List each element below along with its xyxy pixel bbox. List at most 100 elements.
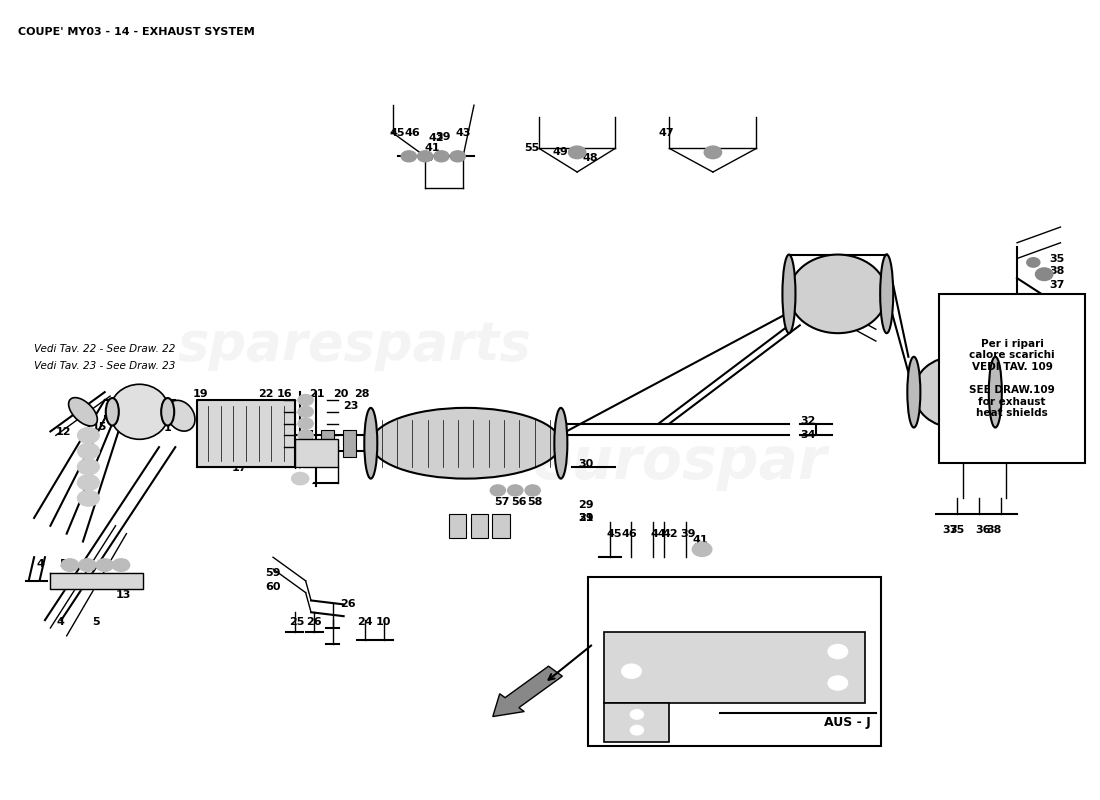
Ellipse shape: [782, 254, 795, 333]
Text: 37: 37: [942, 526, 957, 535]
Text: 32: 32: [801, 314, 816, 324]
Circle shape: [78, 558, 96, 571]
Text: 17: 17: [232, 462, 248, 473]
Text: 29: 29: [578, 513, 594, 523]
Ellipse shape: [106, 398, 119, 426]
Text: Vedi Tav. 23 - See Draw. 23: Vedi Tav. 23 - See Draw. 23: [34, 361, 176, 371]
Text: 29: 29: [578, 500, 594, 510]
Text: AUS - J: AUS - J: [824, 715, 870, 729]
Circle shape: [298, 418, 314, 429]
Circle shape: [621, 664, 641, 678]
Text: 37: 37: [1049, 280, 1065, 290]
Circle shape: [298, 394, 314, 406]
Text: 20: 20: [332, 389, 348, 398]
Circle shape: [96, 558, 113, 571]
Circle shape: [287, 469, 314, 488]
Text: 15: 15: [91, 422, 107, 432]
Text: 58: 58: [527, 497, 542, 507]
Text: 24: 24: [358, 617, 373, 626]
Text: 45: 45: [606, 529, 621, 538]
FancyBboxPatch shape: [938, 294, 1086, 463]
Circle shape: [298, 406, 314, 418]
Text: 18: 18: [212, 449, 228, 458]
Text: 26: 26: [340, 599, 355, 610]
Text: sparesparts: sparesparts: [177, 319, 531, 371]
Text: 41: 41: [425, 143, 440, 154]
Bar: [604, 702, 670, 742]
Text: 31: 31: [579, 513, 594, 523]
Text: 11: 11: [474, 530, 490, 539]
Polygon shape: [197, 400, 295, 467]
Text: 56: 56: [510, 497, 526, 507]
Ellipse shape: [789, 254, 887, 333]
Text: 25: 25: [289, 617, 305, 626]
Text: 38: 38: [987, 526, 1002, 535]
Text: 19: 19: [192, 389, 208, 398]
Text: 34: 34: [801, 430, 816, 440]
Circle shape: [77, 427, 99, 443]
Text: 52: 52: [629, 722, 645, 732]
Ellipse shape: [908, 357, 921, 427]
Ellipse shape: [914, 357, 996, 427]
Bar: [449, 514, 466, 538]
Text: 6: 6: [80, 559, 88, 570]
Text: 46: 46: [621, 529, 637, 538]
Ellipse shape: [110, 384, 169, 439]
Text: 2: 2: [294, 475, 301, 485]
Text: 35: 35: [1049, 254, 1065, 263]
Text: 42: 42: [662, 529, 679, 538]
Ellipse shape: [166, 400, 195, 431]
Circle shape: [292, 472, 309, 485]
Text: 22: 22: [257, 389, 273, 398]
Circle shape: [298, 430, 314, 441]
Circle shape: [298, 442, 314, 453]
Text: 53: 53: [629, 709, 645, 718]
Bar: [493, 514, 509, 538]
Text: 47: 47: [659, 128, 674, 138]
Circle shape: [418, 151, 432, 162]
Text: 3: 3: [109, 407, 117, 418]
Text: Per i ripari
calore scarichi
VEDI TAV. 109

SEE DRAW.109
for exhaust
heat shield: Per i ripari calore scarichi VEDI TAV. 1…: [969, 338, 1055, 418]
Text: 55: 55: [524, 143, 539, 154]
Text: 40: 40: [691, 542, 706, 553]
Text: 1: 1: [164, 423, 172, 434]
Text: 48: 48: [582, 153, 598, 163]
Text: 36: 36: [976, 526, 991, 535]
Text: 4: 4: [56, 617, 64, 626]
Circle shape: [704, 146, 722, 158]
Text: 45: 45: [389, 128, 405, 138]
Text: COUPE' MY03 - 14 - EXHAUST SYSTEM: COUPE' MY03 - 14 - EXHAUST SYSTEM: [18, 26, 254, 37]
Text: 10: 10: [376, 617, 392, 626]
Ellipse shape: [364, 408, 377, 478]
Text: 39: 39: [680, 529, 695, 538]
Text: 40: 40: [418, 153, 433, 163]
Circle shape: [828, 645, 848, 658]
Text: 8: 8: [119, 559, 126, 570]
Bar: [299, 430, 312, 457]
Circle shape: [828, 676, 848, 690]
Circle shape: [77, 474, 99, 490]
Text: 54: 54: [629, 695, 645, 706]
Text: 35: 35: [949, 526, 965, 535]
Circle shape: [525, 485, 540, 496]
Text: 4: 4: [36, 559, 45, 570]
Text: 5: 5: [92, 617, 100, 626]
Text: 12: 12: [56, 427, 72, 438]
Circle shape: [491, 485, 506, 496]
Circle shape: [1035, 268, 1053, 281]
Text: 5: 5: [59, 559, 67, 570]
Text: 7: 7: [100, 559, 108, 570]
Ellipse shape: [68, 398, 97, 426]
Text: 51: 51: [629, 634, 645, 644]
Text: 57: 57: [495, 497, 510, 507]
Circle shape: [630, 710, 644, 719]
Circle shape: [433, 151, 449, 162]
Text: 39: 39: [436, 132, 451, 142]
Ellipse shape: [880, 254, 893, 333]
Bar: [588, 577, 881, 746]
Text: 50: 50: [629, 648, 645, 658]
Circle shape: [62, 558, 78, 571]
Text: 33: 33: [801, 299, 816, 309]
Text: 14: 14: [124, 422, 140, 432]
Ellipse shape: [554, 408, 568, 478]
